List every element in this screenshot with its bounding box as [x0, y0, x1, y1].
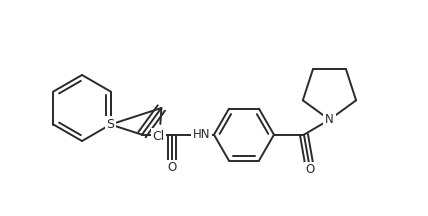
Text: O: O	[305, 163, 315, 176]
Text: Cl: Cl	[152, 130, 164, 143]
Text: S: S	[107, 118, 115, 131]
Text: N: N	[325, 113, 334, 126]
Text: O: O	[167, 161, 177, 174]
Text: HN: HN	[193, 128, 211, 141]
